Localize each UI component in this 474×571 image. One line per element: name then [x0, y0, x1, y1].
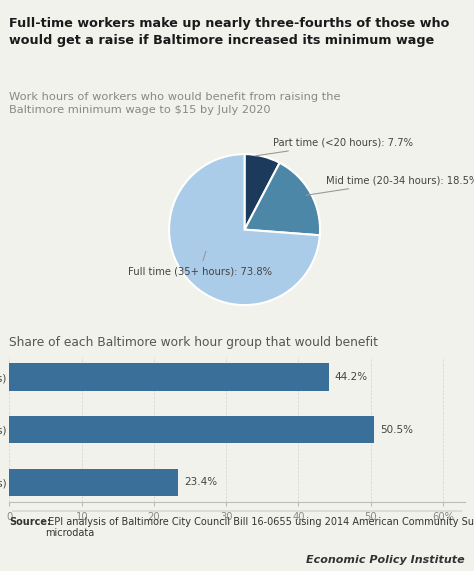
Bar	[9, 469, 179, 496]
Text: Full-time workers make up nearly three-fourths of those who
would get a raise if: Full-time workers make up nearly three-f…	[9, 17, 450, 47]
Text: EPI analysis of Baltimore City Council Bill 16-0655 using 2014 American Communit: EPI analysis of Baltimore City Council B…	[45, 517, 474, 538]
Text: Source:: Source:	[9, 517, 52, 527]
Bar	[9, 364, 329, 391]
Wedge shape	[245, 163, 320, 235]
Text: Mid time (20-34 hours): 18.5%: Mid time (20-34 hours): 18.5%	[306, 175, 474, 195]
Text: Share of each Baltimore work hour group that would benefit: Share of each Baltimore work hour group …	[9, 336, 378, 349]
Bar	[9, 416, 374, 443]
Wedge shape	[169, 154, 320, 305]
Text: Work hours of workers who would benefit from raising the
Baltimore minimum wage : Work hours of workers who would benefit …	[9, 92, 341, 115]
Text: 44.2%: 44.2%	[335, 372, 368, 382]
Wedge shape	[245, 154, 280, 230]
Text: 23.4%: 23.4%	[184, 477, 218, 487]
Text: Economic Policy Institute: Economic Policy Institute	[306, 555, 465, 565]
Text: Full time (35+ hours): 73.8%: Full time (35+ hours): 73.8%	[128, 251, 272, 276]
Text: Part time (<20 hours): 7.7%: Part time (<20 hours): 7.7%	[255, 138, 413, 156]
Text: 50.5%: 50.5%	[380, 425, 413, 435]
